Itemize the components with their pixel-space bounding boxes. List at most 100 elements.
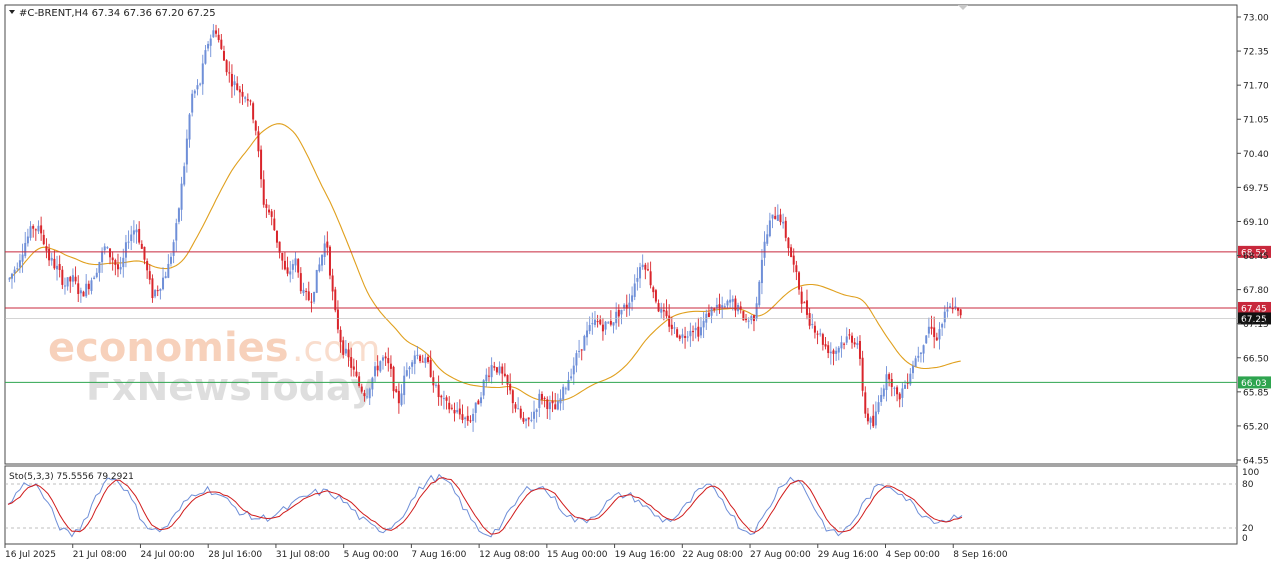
level-label-bg [1238,245,1271,258]
candle-body [225,60,228,73]
candle-body [869,417,872,423]
candle-body [63,285,66,287]
candle-body [159,288,162,291]
candle-body [678,335,681,339]
candle-body [10,273,13,279]
candle-body [363,393,366,397]
candle-body [729,299,732,303]
candle-body [177,208,180,222]
candle-body [612,322,615,326]
price-tick-label: 69.10 [1243,218,1269,228]
candle-body [588,325,591,332]
candle-body [318,264,321,272]
candle-body [32,226,35,229]
candle-body [48,248,51,261]
candle-body [644,264,647,270]
candle-body [843,343,846,345]
candle-body [752,315,755,322]
candle-body [13,269,16,274]
chart-menu-triangle-icon[interactable] [9,10,15,14]
shift-marker-icon[interactable] [958,5,968,10]
candle-body [935,337,938,341]
time-tick-label: 27 Aug 00:00 [750,550,811,560]
candle-body [922,345,925,354]
candle-body [191,93,194,113]
candle-body [162,277,165,290]
candle-body [782,221,785,224]
candle-body [813,325,816,333]
candle-body [456,410,459,413]
candle-body [586,330,589,338]
candle-body [829,351,832,354]
candle-body [95,272,98,278]
candle-body [768,220,771,237]
candle-body [665,310,668,317]
candle-body [702,320,705,328]
candle-body [294,258,297,266]
time-tick-label: 7 Aug 16:00 [411,550,466,560]
candle-body [305,290,308,292]
candle-body [66,277,69,287]
candle-body [230,73,233,87]
candle-body [676,329,679,338]
watermark-fxnewstoday: FxNewsToday [86,365,375,409]
candle-body [403,375,406,396]
candle-body [270,211,273,217]
stochastic-main-line [7,473,963,538]
candle-body [421,361,424,363]
candle-body [570,376,573,379]
candle-body [766,234,769,244]
watermark-economies: economies [48,325,289,371]
candle-body [925,335,928,344]
candle-body [222,51,225,61]
candle-body [26,236,29,244]
candle-body [911,365,914,374]
candle-body [87,283,90,290]
candle-body [856,343,859,346]
candle-body [943,311,946,323]
candle-body [840,342,843,349]
candle-body [554,404,557,410]
price-tick-label: 70.40 [1243,150,1269,160]
candle-body [551,400,554,404]
candle-body [792,255,795,265]
candle-body [562,386,565,400]
candle-body [246,99,249,101]
candle-body [835,350,838,354]
candle-body [625,304,628,309]
candle-body [427,357,430,362]
candle-body [204,50,207,64]
candle-body [763,241,766,258]
price-tick-label: 64.55 [1243,457,1269,467]
candle-body [148,271,151,280]
level-label: 66.03 [1241,379,1267,389]
candle-body [620,309,623,315]
time-tick-label: 4 Sep 00:00 [886,550,941,560]
candle-body [909,373,912,385]
candle-body [58,264,61,271]
candle-body [623,304,626,309]
candle-body [726,300,729,306]
stoch-scale-80: 80 [1242,480,1254,490]
candle-body [511,390,514,404]
candle-body [389,363,392,369]
price-tick-label: 67.80 [1243,286,1269,296]
candle-body [662,310,665,312]
candle-body [140,243,143,249]
candle-body [649,271,652,286]
candle-body [848,334,851,336]
candle-body [882,388,885,397]
time-tick-label: 16 Jul 2025 [5,550,56,560]
candle-body [53,258,56,269]
candle-body [228,72,231,74]
candle-body [127,241,130,243]
candle-body [384,356,387,359]
time-tick-label: 24 Jul 00:00 [140,550,194,560]
candle-body [490,365,493,378]
candle-body [154,290,157,297]
candle-body [273,218,276,231]
candle-body [71,275,74,282]
candle-body [244,97,247,99]
oscillator-panel [4,465,1238,545]
